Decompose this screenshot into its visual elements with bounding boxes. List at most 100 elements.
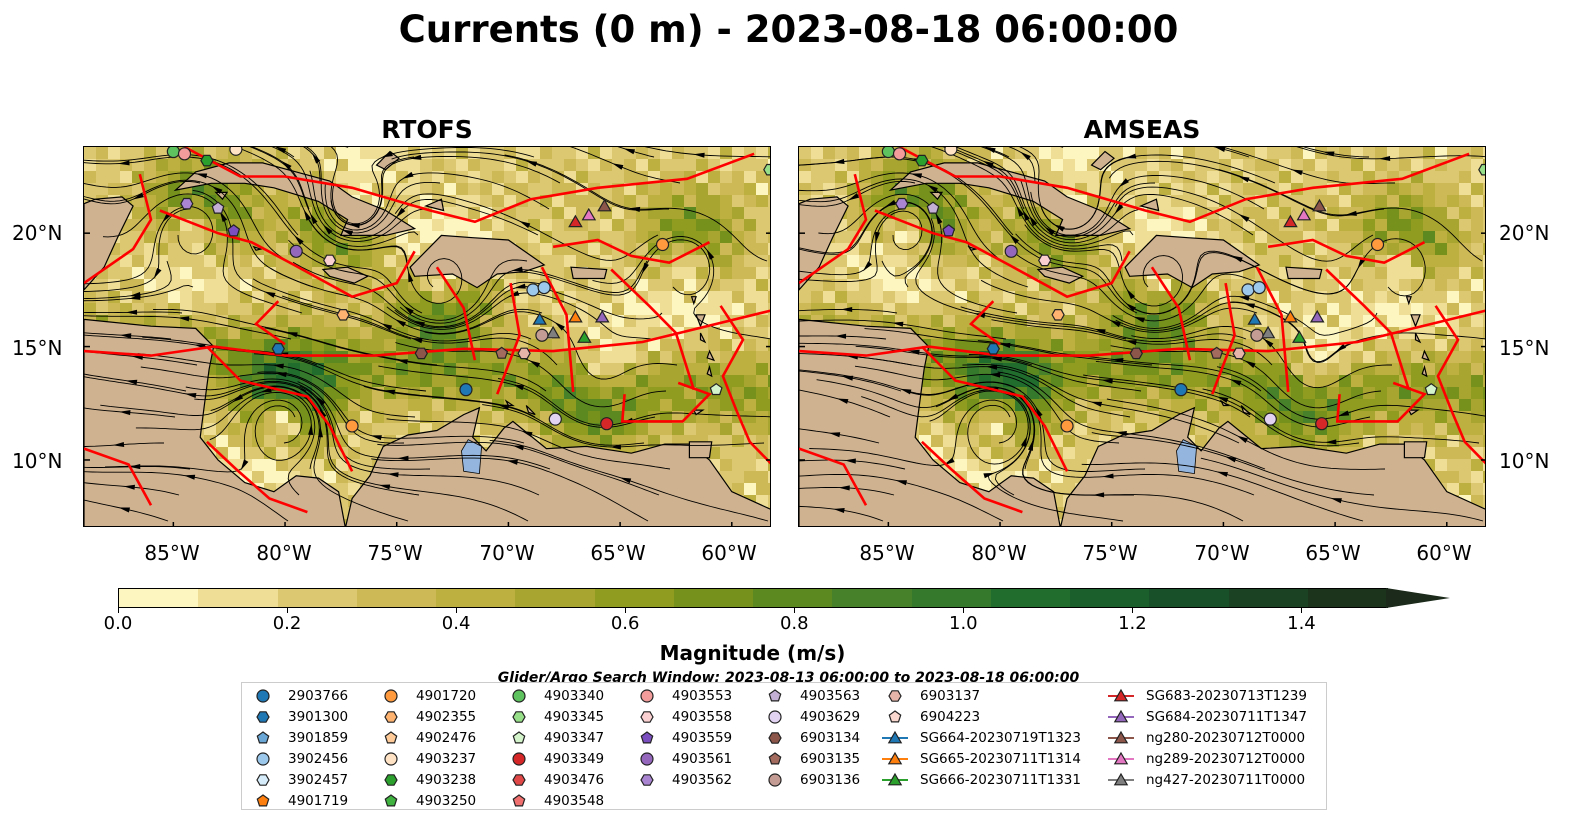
colorbar bbox=[118, 588, 1388, 608]
legend-label: SG684-20230711T1347 bbox=[1146, 709, 1307, 725]
float-marker-triangle bbox=[597, 198, 612, 212]
colorbar-bin bbox=[356, 589, 436, 607]
legend-label: 4903345 bbox=[544, 709, 605, 725]
colorbar-bin bbox=[198, 589, 278, 607]
legend: 2903766 3901300 3901859 3902456 3902457 49017… bbox=[241, 682, 1327, 810]
float-marker-hexagon bbox=[895, 197, 909, 210]
float-marker-pentagon bbox=[709, 382, 723, 396]
legend-item: 4903476 bbox=[506, 770, 604, 790]
legend-item: SG683-20230713T1239 bbox=[1108, 686, 1307, 706]
legend-item: 4903629 bbox=[762, 707, 860, 727]
colorbar-bin bbox=[1307, 589, 1387, 607]
float-marker-triangle bbox=[1260, 325, 1276, 339]
float-marker-circle bbox=[537, 281, 551, 295]
float-marker-triangle bbox=[532, 312, 547, 325]
float-marker-circle bbox=[1252, 281, 1266, 295]
colorbar-bin bbox=[990, 589, 1070, 607]
legend-item: 3902457 bbox=[250, 770, 348, 790]
float-marker-circle bbox=[1174, 383, 1188, 397]
legend-item: 4903558 bbox=[634, 707, 732, 727]
float-marker-circle bbox=[459, 383, 473, 397]
legend-marker-triangle-icon bbox=[1108, 772, 1134, 786]
legend-label: 3901859 bbox=[288, 730, 349, 746]
colorbar-tick-mark bbox=[625, 607, 627, 613]
legend-marker-triangle-icon bbox=[1108, 709, 1134, 723]
float-marker-triangle bbox=[568, 214, 583, 228]
legend-marker-circle-icon bbox=[768, 773, 782, 787]
legend-label: 6904223 bbox=[920, 709, 981, 725]
float-marker-pentagon bbox=[1424, 382, 1438, 396]
legend-item: 4903347 bbox=[506, 728, 604, 748]
float-marker-circle bbox=[655, 237, 670, 252]
lat-label-20n-right: 20°N bbox=[1499, 221, 1550, 245]
legend-marker-triangle-icon bbox=[1108, 751, 1134, 765]
lat-label-20n-left: 20°N bbox=[12, 221, 63, 245]
legend-marker-circle-icon bbox=[768, 710, 782, 724]
legend-label: 3901300 bbox=[288, 709, 349, 725]
float-marker-hexagon bbox=[517, 347, 531, 360]
float-marker-hexagon bbox=[986, 343, 1000, 355]
legend-item: 6903137 bbox=[882, 686, 980, 706]
map-rtofs bbox=[83, 146, 771, 527]
legend-item: 4903349 bbox=[506, 749, 604, 769]
legend-label: 4901720 bbox=[416, 688, 477, 704]
legend-item: 4903340 bbox=[506, 686, 604, 706]
legend-label: 4903548 bbox=[544, 793, 605, 809]
lon-label-75w: 75°W bbox=[1082, 541, 1138, 565]
legend-marker-hexagon-icon bbox=[640, 774, 654, 786]
panel-title-amseas: AMSEAS bbox=[1083, 115, 1201, 144]
float-marker-triangle bbox=[1283, 309, 1298, 323]
legend-label: 6903137 bbox=[920, 688, 981, 704]
legend-label: 6903136 bbox=[800, 772, 861, 788]
legend-item: 4903559 bbox=[634, 728, 732, 748]
float-marker-circle bbox=[229, 147, 243, 156]
float-marker-circle bbox=[289, 244, 303, 258]
legend-marker-hexagon-icon bbox=[256, 774, 270, 786]
legend-item: 2903766 bbox=[250, 686, 348, 706]
float-marker-hexagon bbox=[763, 163, 770, 176]
colorbar-bin bbox=[753, 589, 833, 607]
float-marker-pentagon bbox=[1210, 346, 1224, 359]
legend-item: ng280-20230712T0000 bbox=[1108, 728, 1305, 748]
legend-marker-pentagon-icon bbox=[888, 710, 902, 723]
float-marker-circle bbox=[526, 283, 540, 297]
lat-label-15n-right: 15°N bbox=[1499, 336, 1550, 360]
legend-marker-hexagon-icon bbox=[640, 711, 654, 723]
float-marker-triangle bbox=[1309, 309, 1325, 323]
lon-label-65w: 65°W bbox=[590, 541, 646, 565]
float-marker-triangle bbox=[545, 325, 561, 339]
legend-item: 4901719 bbox=[250, 791, 348, 811]
colorbar-bin bbox=[277, 589, 357, 607]
legend-marker-pentagon-icon bbox=[640, 731, 654, 744]
legend-marker-triangle-icon bbox=[882, 730, 908, 744]
colorbar-tick-mark bbox=[963, 607, 965, 613]
legend-item: 4903548 bbox=[506, 791, 604, 811]
legend-label: 6903135 bbox=[800, 751, 861, 767]
figure-title: Currents (0 m) - 2023-08-18 06:00:00 bbox=[398, 8, 1179, 51]
legend-marker-triangle-icon bbox=[882, 772, 908, 786]
float-marker-hexagon bbox=[336, 309, 350, 321]
legend-label: 2903766 bbox=[288, 688, 349, 704]
float-marker-pentagon bbox=[926, 201, 940, 214]
legend-marker-circle-icon bbox=[256, 689, 270, 703]
legend-marker-hexagon-icon bbox=[512, 774, 526, 786]
colorbar-tick-mark bbox=[1132, 607, 1134, 613]
colorbar-bin bbox=[673, 589, 753, 607]
float-marker-circle bbox=[600, 417, 614, 431]
lon-label-65w: 65°W bbox=[1305, 541, 1361, 565]
colorbar-tick-label: 0.6 bbox=[610, 613, 640, 634]
legend-item: ng427-20230711T0000 bbox=[1108, 770, 1305, 790]
legend-item: 4902355 bbox=[378, 707, 476, 727]
legend-label: SG666-20230711T1331 bbox=[920, 772, 1081, 788]
legend-marker-triangle-icon bbox=[1108, 688, 1134, 702]
float-marker-pentagon bbox=[227, 224, 241, 237]
legend-label: 4902476 bbox=[416, 730, 477, 746]
lon-label-85w: 85°W bbox=[144, 541, 200, 565]
float-marker-circle bbox=[166, 147, 180, 159]
legend-label: 4903562 bbox=[672, 772, 733, 788]
legend-label: 6903134 bbox=[800, 730, 861, 746]
legend-marker-hexagon-icon bbox=[888, 690, 902, 702]
legend-marker-hexagon-icon bbox=[768, 732, 782, 744]
float-marker-circle bbox=[535, 328, 549, 342]
legend-label: 4903349 bbox=[544, 751, 605, 767]
